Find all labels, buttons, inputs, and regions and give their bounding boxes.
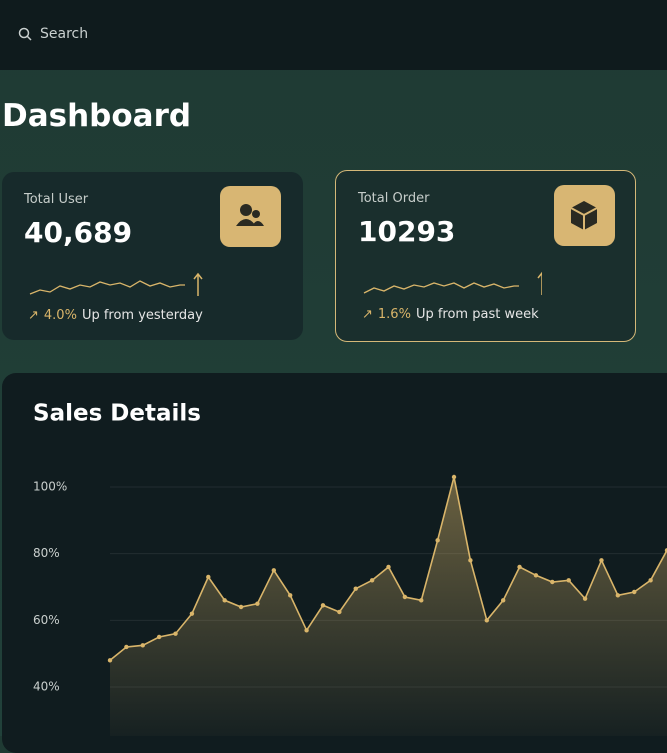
card-note: Up from yesterday: [81, 308, 203, 323]
card-footer: ↗ 1.6% Up from past week: [362, 307, 539, 322]
point: [124, 644, 129, 650]
point: [648, 578, 653, 583]
point: [173, 631, 178, 636]
page-title: Dashboard: [2, 98, 192, 134]
point: [238, 604, 244, 610]
card-value: 10293: [358, 215, 456, 248]
point: [156, 634, 162, 640]
point: [222, 598, 227, 603]
point: [664, 548, 667, 553]
point: [533, 573, 539, 578]
sales-panel: Sales Details 40% 60% 80% 100%: [2, 373, 667, 753]
card-change: 4.0%: [43, 308, 77, 323]
chart-title: Sales Details: [33, 401, 201, 427]
chart: Sales Details 40% 60% 80% 100%: [33, 401, 667, 736]
stat-card[interactable]: Total Order 10293 ↗ 1.6% Up from past week: [335, 170, 636, 342]
point: [288, 593, 293, 598]
point: [304, 628, 309, 633]
stat-card: Total User 40,689 ↗ 4.0% Up from yesterday: [2, 172, 303, 340]
point: [484, 618, 489, 623]
point: [107, 658, 113, 663]
card-footer: ↗ 4.0% Up from yesterday: [28, 308, 203, 323]
point: [451, 474, 457, 480]
search-box[interactable]: Search: [18, 26, 88, 42]
card-change: 1.6%: [377, 307, 411, 322]
y-tick-label: 100%: [33, 480, 67, 494]
point: [566, 578, 571, 583]
top-bar: Search: [0, 0, 667, 70]
card-label: Total User: [24, 192, 89, 207]
point: [206, 574, 211, 580]
point: [369, 578, 375, 583]
point: [550, 579, 555, 585]
search-placeholder: Search: [40, 26, 89, 42]
card-label: Total Order: [358, 191, 430, 206]
point: [402, 594, 408, 600]
point: [468, 558, 473, 563]
point: [582, 596, 588, 601]
search-icon: [18, 27, 32, 41]
point: [599, 558, 604, 563]
point: [517, 564, 522, 570]
point: [615, 593, 621, 598]
user-icon: [220, 186, 281, 247]
y-tick-label: 80%: [33, 546, 60, 560]
point: [386, 564, 391, 570]
sparkline: [29, 272, 203, 296]
point: [419, 598, 424, 603]
point: [189, 611, 195, 616]
box-icon: [554, 185, 615, 246]
card-value: 40,689: [24, 216, 133, 249]
point: [320, 603, 326, 608]
point: [353, 586, 358, 591]
point: [255, 601, 260, 606]
area: [110, 477, 667, 736]
point: [140, 643, 145, 648]
point: [500, 598, 506, 603]
point: [271, 568, 277, 573]
point: [632, 589, 637, 595]
point: [337, 609, 342, 615]
card-note: Up from past week: [415, 307, 539, 322]
sparkline: [363, 271, 542, 295]
point: [435, 538, 440, 543]
y-tick-label: 60%: [33, 613, 60, 627]
y-tick-label: 40%: [33, 679, 60, 693]
